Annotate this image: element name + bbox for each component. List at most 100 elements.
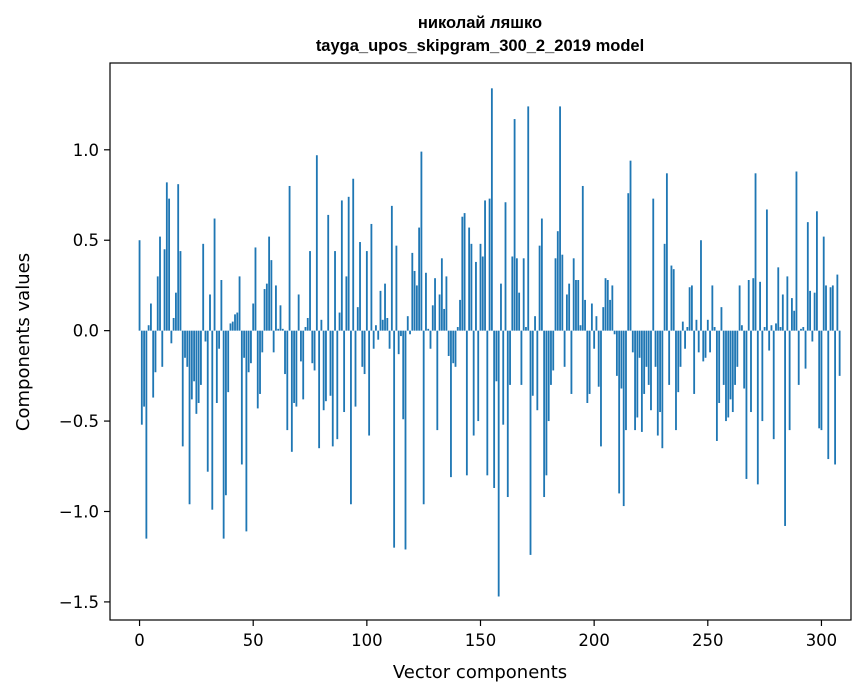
bar-component-305	[831, 285, 834, 331]
bar-component-26	[197, 330, 200, 403]
bar-component-139	[454, 330, 457, 367]
bar-component-269	[750, 330, 752, 413]
bar-component-84	[329, 330, 332, 396]
bar-component-275	[763, 327, 766, 331]
bar-component-164	[511, 256, 514, 331]
bar-component-158	[497, 330, 500, 597]
bar-component-78	[315, 155, 318, 331]
bar-component-14	[170, 330, 173, 344]
bar-component-223	[645, 330, 648, 367]
bar-component-9	[159, 236, 161, 331]
bar-component-150	[479, 243, 482, 331]
bar-component-256	[720, 307, 723, 331]
bar-component-241	[686, 327, 689, 331]
bar-component-237	[677, 330, 680, 393]
bar-component-183	[554, 258, 557, 331]
bar-component-96	[356, 307, 359, 331]
bar-component-143	[463, 213, 466, 331]
bar-component-163	[509, 330, 511, 385]
bar-component-272	[756, 330, 759, 485]
bar-component-151	[481, 256, 484, 331]
bar-component-251	[709, 330, 711, 353]
bar-component-293	[804, 330, 807, 369]
bar-component-225	[650, 330, 652, 411]
bar-component-161	[504, 202, 507, 331]
bar-component-103	[372, 330, 375, 349]
bar-component-113	[395, 245, 398, 331]
bar-component-271	[754, 173, 757, 331]
bar-component-267	[745, 330, 748, 479]
bar-component-122	[415, 285, 418, 331]
bar-component-35	[218, 330, 221, 349]
bar-component-23	[190, 330, 193, 400]
bar-component-200	[593, 330, 596, 349]
bar-component-117	[404, 330, 407, 550]
bar-component-248	[702, 330, 705, 362]
bar-component-218	[634, 330, 636, 431]
bar-component-81	[322, 330, 325, 411]
bar-component-193	[577, 280, 580, 331]
bar-component-209	[613, 330, 616, 335]
bar-component-55	[263, 289, 266, 331]
bar-component-277	[768, 330, 771, 351]
bar-component-92	[347, 196, 350, 331]
bar-component-160	[502, 330, 505, 425]
bar-component-306	[834, 330, 836, 465]
bar-component-304	[829, 287, 832, 331]
bar-component-87	[336, 330, 339, 440]
bar-component-239	[681, 321, 684, 331]
bar-component-25	[195, 330, 198, 414]
bar-component-179	[545, 330, 548, 476]
bar-component-205	[604, 278, 607, 331]
bar-component-176	[538, 245, 541, 331]
bar-component-253	[713, 327, 716, 331]
bar-component-300	[820, 330, 823, 431]
bar-component-289	[795, 171, 798, 331]
bar-component-114	[397, 330, 400, 355]
bar-component-286	[788, 330, 791, 431]
bar-component-276	[765, 209, 768, 331]
bar-component-67	[290, 330, 293, 452]
bar-component-233	[668, 330, 671, 385]
bar-component-262	[734, 330, 736, 385]
bar-component-171	[527, 106, 530, 331]
bar-component-226	[652, 198, 655, 331]
bar-component-211	[618, 330, 621, 494]
bar-component-123	[418, 227, 421, 331]
bar-component-221	[640, 330, 643, 432]
bar-component-287	[790, 298, 793, 331]
bar-component-229	[659, 330, 661, 413]
bar-component-177	[540, 218, 543, 331]
bar-component-231	[663, 243, 666, 331]
bar-component-206	[606, 280, 609, 331]
bar-component-187	[563, 330, 566, 367]
bar-component-134	[443, 308, 446, 331]
bar-component-280	[775, 323, 777, 331]
bar-component-40	[229, 323, 232, 331]
bar-component-242	[688, 287, 691, 331]
bar-component-27	[200, 330, 202, 385]
bar-component-196	[584, 299, 586, 331]
bar-component-4	[147, 325, 150, 331]
bar-component-216	[629, 160, 632, 331]
bar-component-95	[354, 330, 357, 407]
bar-component-58	[270, 260, 273, 331]
bar-component-169	[522, 258, 525, 331]
bar-component-44	[238, 276, 241, 331]
bar-component-199	[590, 303, 593, 331]
bar-component-127	[427, 328, 430, 331]
bar-component-297	[813, 292, 816, 331]
bar-component-41	[231, 321, 234, 331]
bar-component-124	[420, 151, 423, 331]
bars-group	[138, 88, 841, 597]
bar-component-128	[429, 330, 432, 349]
x-tick-label: 50	[243, 631, 264, 650]
bar-component-11	[163, 249, 166, 331]
x-tick-label: 200	[578, 631, 610, 650]
bar-component-292	[802, 327, 805, 331]
bar-component-290	[797, 330, 800, 385]
bar-component-235	[672, 269, 675, 331]
bar-component-190	[570, 330, 573, 394]
bar-component-178	[543, 330, 546, 498]
y-tick-label: 0.0	[73, 322, 99, 341]
